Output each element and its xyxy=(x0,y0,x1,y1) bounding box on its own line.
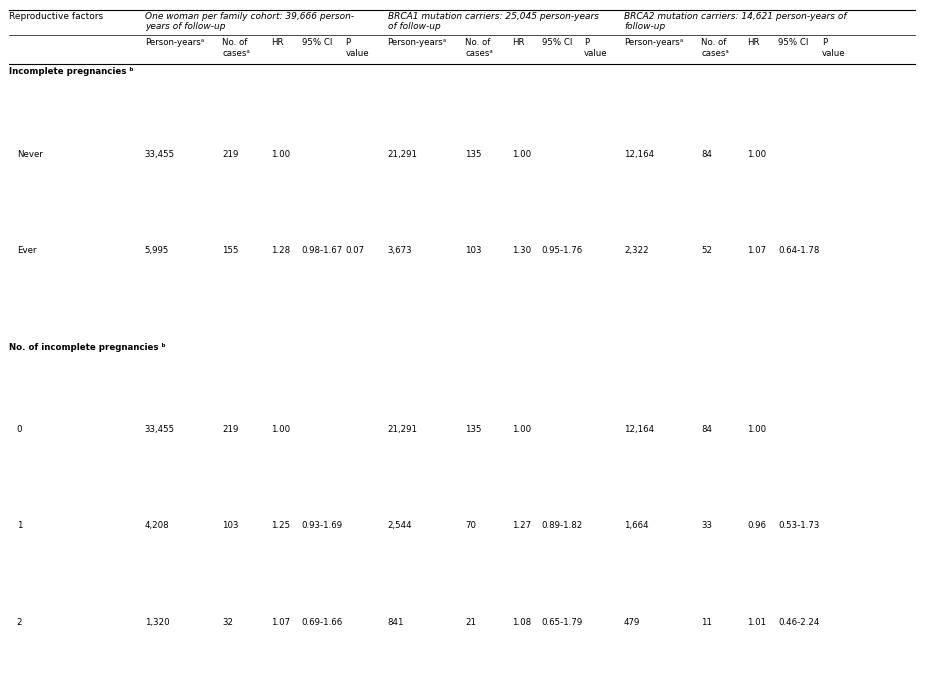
Text: 5,995: 5,995 xyxy=(145,246,169,255)
Text: 84: 84 xyxy=(701,425,713,434)
Text: 0.07: 0.07 xyxy=(346,246,364,255)
Text: 3,673: 3,673 xyxy=(388,246,412,255)
Text: 1.27: 1.27 xyxy=(512,521,531,531)
Text: 1.00: 1.00 xyxy=(512,150,531,159)
Text: P
value: P value xyxy=(822,38,845,58)
Text: 155: 155 xyxy=(222,246,239,255)
Text: 33,455: 33,455 xyxy=(145,150,175,159)
Text: 0.89-1.82: 0.89-1.82 xyxy=(542,521,583,531)
Text: HR: HR xyxy=(271,38,283,48)
Text: 1.07: 1.07 xyxy=(271,618,290,627)
Text: 0.46-2.24: 0.46-2.24 xyxy=(778,618,819,627)
Text: 1.30: 1.30 xyxy=(512,246,531,255)
Text: 0.95-1.76: 0.95-1.76 xyxy=(542,246,583,255)
Text: 1.25: 1.25 xyxy=(271,521,290,531)
Text: BRCA2 mutation carriers: 14,621 person-years of
follow-up: BRCA2 mutation carriers: 14,621 person-y… xyxy=(624,12,846,31)
Text: Never: Never xyxy=(17,150,43,159)
Text: No. of
casesᵃ: No. of casesᵃ xyxy=(701,38,729,58)
Text: 1.07: 1.07 xyxy=(747,246,766,255)
Text: HR: HR xyxy=(512,38,524,48)
Text: Person-yearsᵃ: Person-yearsᵃ xyxy=(624,38,683,48)
Text: 103: 103 xyxy=(222,521,239,531)
Text: 33,455: 33,455 xyxy=(145,425,175,434)
Text: One woman per family cohort: 39,666 person-
years of follow-up: One woman per family cohort: 39,666 pers… xyxy=(145,12,354,31)
Text: 12,164: 12,164 xyxy=(624,150,654,159)
Text: 1,320: 1,320 xyxy=(145,618,169,627)
Text: 479: 479 xyxy=(624,618,641,627)
Text: P
value: P value xyxy=(584,38,607,58)
Text: 0.93-1.69: 0.93-1.69 xyxy=(302,521,343,531)
Text: 21,291: 21,291 xyxy=(388,425,417,434)
Text: 21,291: 21,291 xyxy=(388,150,417,159)
Text: 33: 33 xyxy=(701,521,713,531)
Text: 1.08: 1.08 xyxy=(512,618,531,627)
Text: No. of incomplete pregnancies ᵇ: No. of incomplete pregnancies ᵇ xyxy=(9,343,166,352)
Text: 0.53-1.73: 0.53-1.73 xyxy=(778,521,819,531)
Text: 70: 70 xyxy=(465,521,476,531)
Text: 32: 32 xyxy=(222,618,234,627)
Text: 4,208: 4,208 xyxy=(145,521,169,531)
Text: 1.00: 1.00 xyxy=(271,150,290,159)
Text: 1.00: 1.00 xyxy=(512,425,531,434)
Text: 95% CI: 95% CI xyxy=(302,38,333,48)
Text: 1.28: 1.28 xyxy=(271,246,290,255)
Text: 219: 219 xyxy=(222,425,239,434)
Text: Ever: Ever xyxy=(17,246,36,255)
Text: 0.96: 0.96 xyxy=(747,521,766,531)
Text: Person-yearsᵃ: Person-yearsᵃ xyxy=(145,38,204,48)
Text: 1,664: 1,664 xyxy=(624,521,648,531)
Text: 0.64-1.78: 0.64-1.78 xyxy=(778,246,819,255)
Text: 21: 21 xyxy=(465,618,476,627)
Text: 841: 841 xyxy=(388,618,404,627)
Text: 95% CI: 95% CI xyxy=(778,38,809,48)
Text: Person-yearsᵃ: Person-yearsᵃ xyxy=(388,38,446,48)
Text: No. of
casesᵃ: No. of casesᵃ xyxy=(222,38,250,58)
Text: 219: 219 xyxy=(222,150,239,159)
Text: 95% CI: 95% CI xyxy=(542,38,573,48)
Text: 2,322: 2,322 xyxy=(624,246,648,255)
Text: 1.00: 1.00 xyxy=(747,150,766,159)
Text: 1.00: 1.00 xyxy=(271,425,290,434)
Text: 135: 135 xyxy=(465,150,482,159)
Text: 1.01: 1.01 xyxy=(747,618,766,627)
Text: 12,164: 12,164 xyxy=(624,425,654,434)
Text: 0: 0 xyxy=(17,425,22,434)
Text: 0.65-1.79: 0.65-1.79 xyxy=(542,618,583,627)
Text: 11: 11 xyxy=(701,618,713,627)
Text: 0.98-1.67: 0.98-1.67 xyxy=(302,246,343,255)
Text: HR: HR xyxy=(747,38,759,48)
Text: 2: 2 xyxy=(17,618,22,627)
Text: 1.00: 1.00 xyxy=(747,425,766,434)
Text: 2,544: 2,544 xyxy=(388,521,412,531)
Text: BRCA1 mutation carriers: 25,045 person-years
of follow-up: BRCA1 mutation carriers: 25,045 person-y… xyxy=(388,12,599,31)
Text: P
value: P value xyxy=(346,38,369,58)
Text: 52: 52 xyxy=(701,246,713,255)
Text: No. of
casesᵃ: No. of casesᵃ xyxy=(465,38,493,58)
Text: 135: 135 xyxy=(465,425,482,434)
Text: 84: 84 xyxy=(701,150,713,159)
Text: 103: 103 xyxy=(465,246,482,255)
Text: 1: 1 xyxy=(17,521,22,531)
Text: Incomplete pregnancies ᵇ: Incomplete pregnancies ᵇ xyxy=(9,67,134,76)
Text: 0.69-1.66: 0.69-1.66 xyxy=(302,618,343,627)
Text: Reproductive factors: Reproductive factors xyxy=(9,12,104,21)
